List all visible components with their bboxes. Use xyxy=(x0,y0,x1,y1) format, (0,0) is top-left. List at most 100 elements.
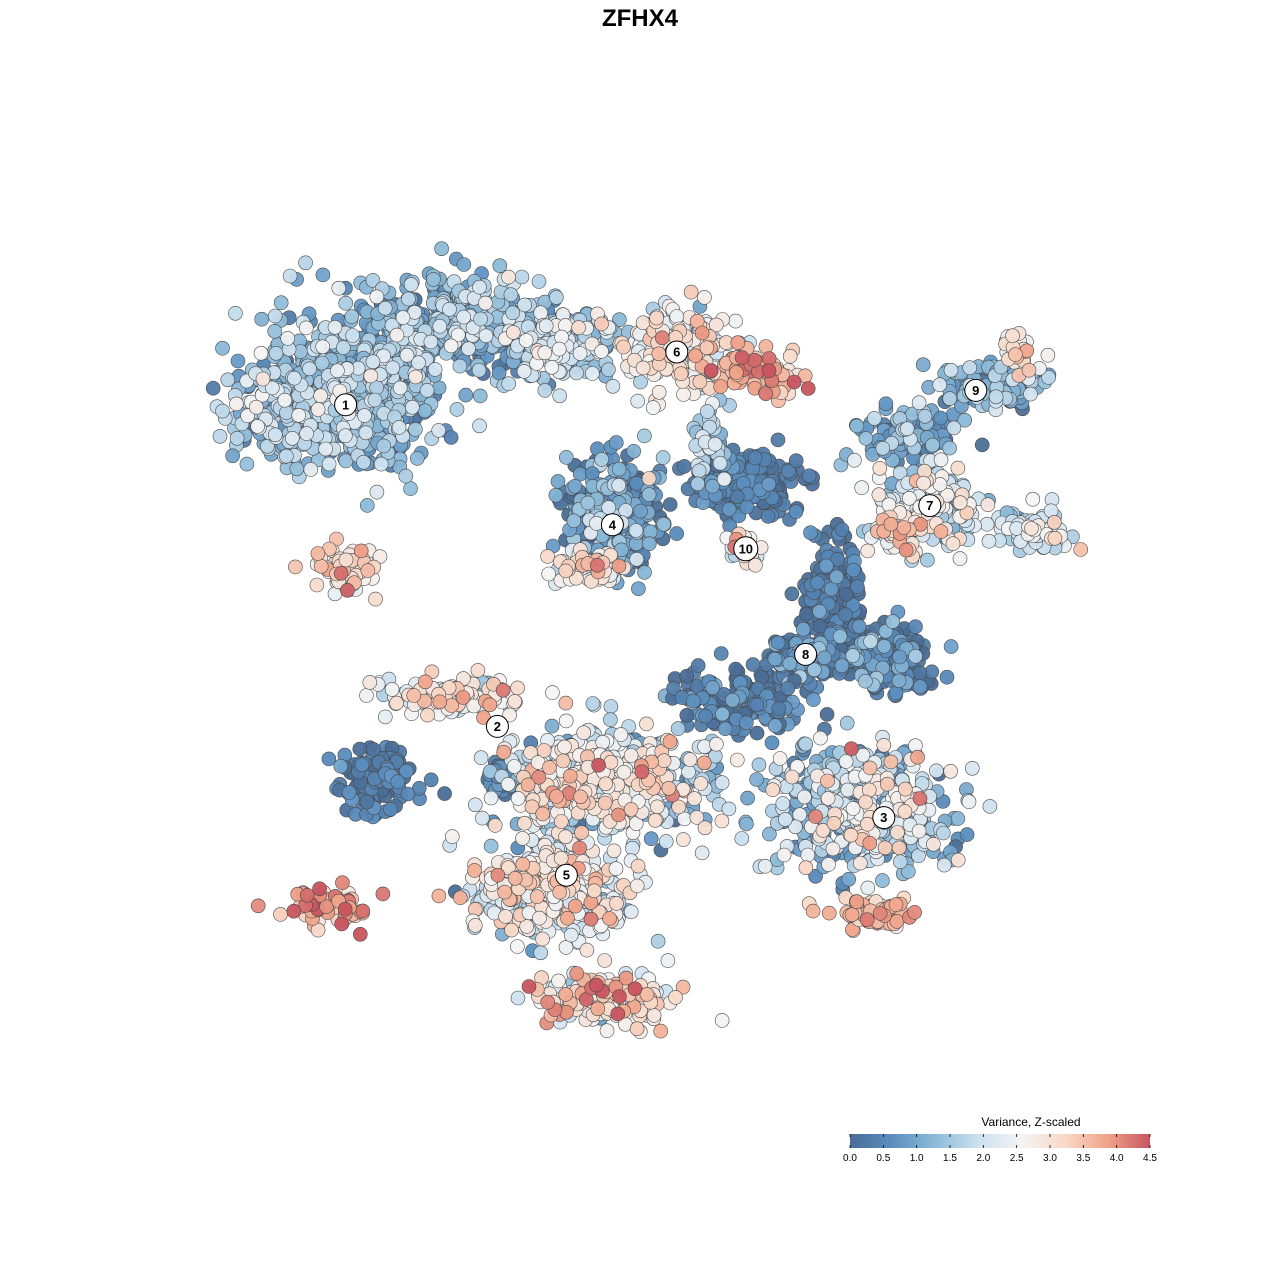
cell-point xyxy=(982,799,998,814)
cell-point xyxy=(449,402,465,417)
cell-point xyxy=(799,606,814,622)
cell-point xyxy=(751,757,767,773)
cell-point xyxy=(767,651,783,667)
cell-point xyxy=(875,873,890,888)
cell-point xyxy=(860,543,876,559)
cell-point xyxy=(483,790,499,806)
cell-point xyxy=(474,810,490,826)
cell-point xyxy=(601,500,617,515)
cell-point xyxy=(471,362,487,378)
cell-point xyxy=(356,454,371,470)
cell-point xyxy=(892,649,907,665)
cell-point xyxy=(569,365,584,381)
cell-point xyxy=(303,462,319,477)
cell-point xyxy=(877,840,893,856)
cell-point xyxy=(776,847,792,863)
cell-point xyxy=(427,362,443,377)
cell-point xyxy=(558,450,574,465)
cell-point xyxy=(384,682,400,697)
cell-point xyxy=(273,295,289,311)
cell-point xyxy=(784,586,800,602)
cell-point xyxy=(434,241,449,256)
cell-point xyxy=(487,818,503,833)
cell-point xyxy=(594,452,610,467)
cell-point xyxy=(658,834,674,849)
cell-point xyxy=(230,353,246,369)
cell-point xyxy=(687,791,702,806)
cell-point xyxy=(797,789,812,805)
cell-point xyxy=(800,847,816,863)
cell-point xyxy=(911,823,927,839)
cell-point xyxy=(550,474,566,489)
cell-point xyxy=(637,565,652,580)
cell-point xyxy=(808,868,823,884)
cell-point xyxy=(377,709,393,725)
cell-point xyxy=(537,383,553,398)
cell-point xyxy=(650,933,666,949)
cell-point xyxy=(961,794,977,810)
cell-point xyxy=(876,638,892,654)
cell-point xyxy=(979,516,995,532)
cell-point xyxy=(860,880,876,896)
cell-point xyxy=(514,269,530,285)
cell-point xyxy=(839,715,855,731)
cell-point xyxy=(492,258,508,274)
cell-point xyxy=(782,656,798,671)
cell-point xyxy=(825,841,841,857)
cell-point xyxy=(595,734,611,750)
cell-point xyxy=(637,428,652,444)
cell-point xyxy=(443,430,459,445)
cell-point xyxy=(925,437,940,453)
cell-point xyxy=(641,536,657,552)
cell-point xyxy=(423,772,439,788)
cell-point xyxy=(626,443,642,459)
cell-point xyxy=(772,751,788,766)
cell-point xyxy=(215,403,230,419)
cell-point xyxy=(611,477,627,493)
cell-point xyxy=(943,362,959,378)
cell-point xyxy=(601,362,616,378)
cell-point xyxy=(795,621,811,637)
cell-point xyxy=(405,399,420,415)
cell-point xyxy=(880,776,895,792)
cell-point xyxy=(939,669,955,685)
cell-point xyxy=(649,799,665,815)
cell-point xyxy=(458,387,474,403)
cell-point xyxy=(289,461,305,477)
cell-point xyxy=(694,845,710,861)
cell-point xyxy=(576,725,592,741)
cell-point xyxy=(662,497,678,512)
cell-point xyxy=(892,854,908,870)
cell-point xyxy=(830,551,845,567)
cell-point xyxy=(254,311,270,327)
cell-point xyxy=(518,333,534,348)
cell-point xyxy=(840,782,856,798)
cell-point xyxy=(717,721,733,737)
cell-point xyxy=(677,459,692,474)
cell-point xyxy=(760,509,776,524)
cell-point xyxy=(820,791,836,806)
cell-point xyxy=(341,785,357,800)
cell-point xyxy=(852,855,868,871)
cell-point xyxy=(253,345,269,361)
cell-point xyxy=(974,437,990,453)
cell-point xyxy=(517,815,532,831)
cell-point xyxy=(399,763,414,779)
cell-point xyxy=(585,696,601,711)
cell-point xyxy=(709,736,724,752)
cell-point xyxy=(359,688,374,703)
cell-point xyxy=(838,607,853,623)
cell-point xyxy=(809,575,825,591)
cell-point xyxy=(483,838,499,854)
points-layer xyxy=(205,241,1088,1039)
cell-point xyxy=(631,581,646,597)
cell-point xyxy=(503,287,519,303)
cell-point xyxy=(548,487,564,503)
cell-point xyxy=(228,305,243,321)
cell-point xyxy=(473,311,488,327)
cell-point xyxy=(705,478,720,494)
cell-point xyxy=(962,360,978,376)
cell-point xyxy=(389,695,404,711)
cell-point xyxy=(912,679,928,695)
cell-point xyxy=(821,857,836,872)
